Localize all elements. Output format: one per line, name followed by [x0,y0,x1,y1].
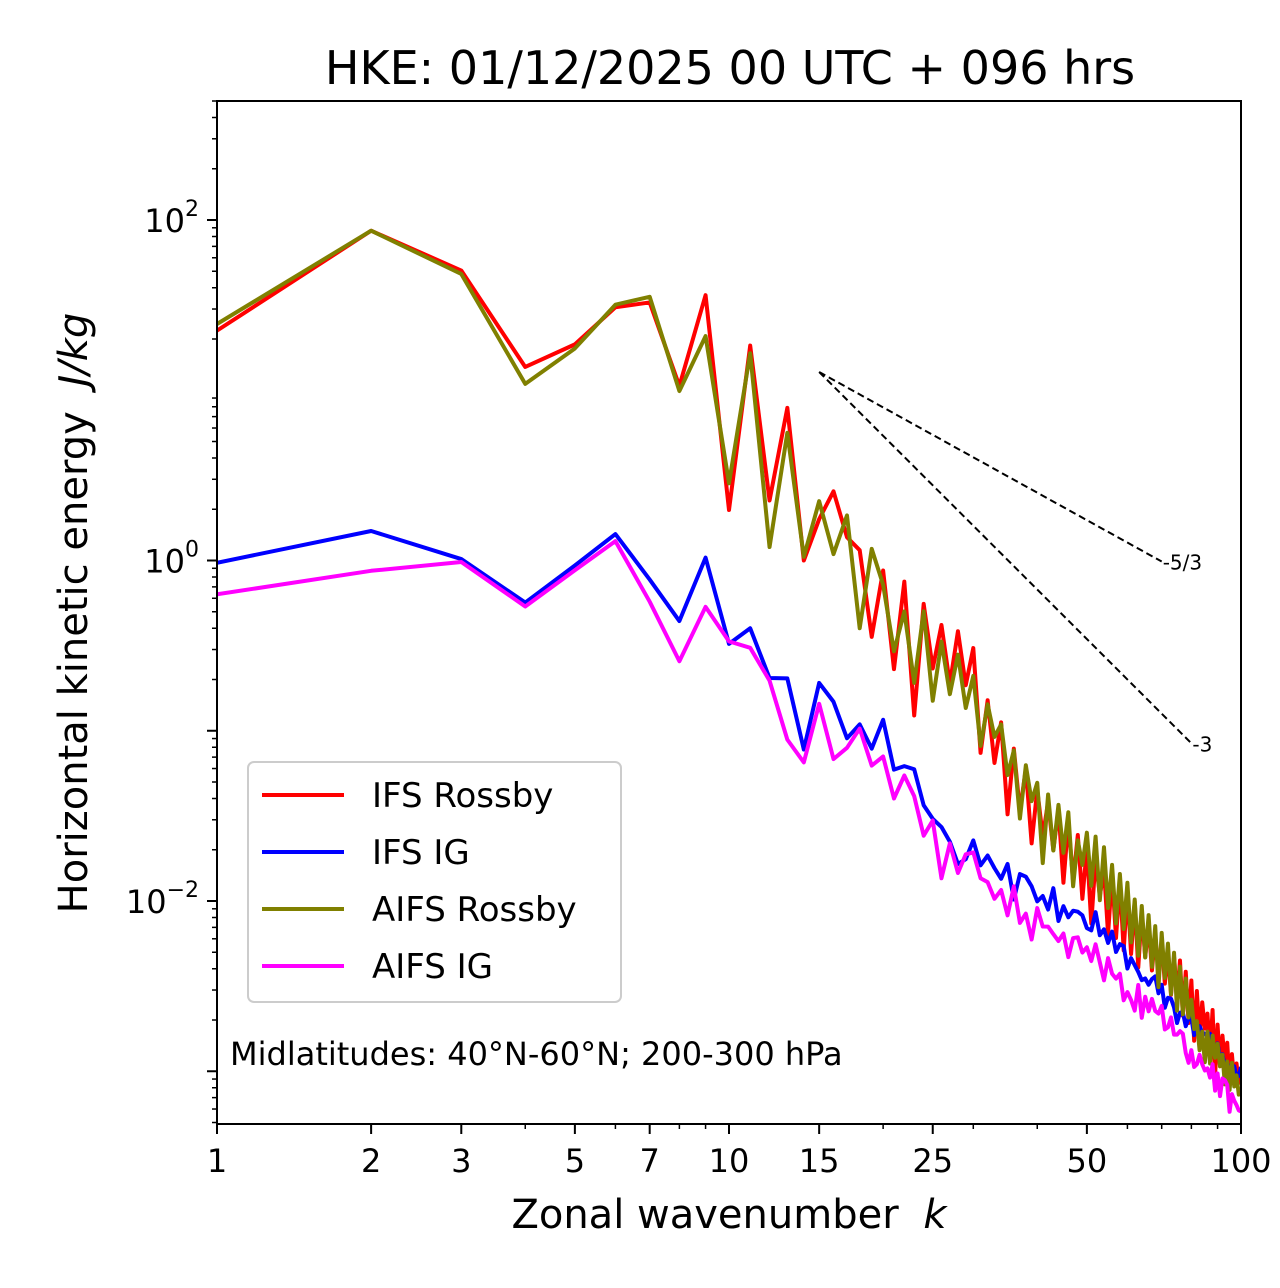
y-axis: 102 100 10−2 [126,100,217,1124]
series-line-aifs-rossby [217,228,1241,1097]
x-tick-label: 15 [799,1142,840,1180]
y-tick-label: 10−2 [126,878,199,921]
legend-box [247,761,622,1003]
legend-label-aifs-ig: AIFS IG [372,947,493,987]
series-line-aifs-ig [217,539,1241,1114]
legend-label-ifs-ig: IFS IG [372,833,470,873]
reference-slope-label-2: -3 [1192,732,1212,756]
x-tick-label: 2 [361,1142,381,1180]
reference-slopes: -5/3 -3 [818,371,1212,756]
x-axis-label-variable: k [923,1192,948,1238]
x-tick-label: 5 [565,1142,585,1180]
reference-slope-label-1: -5/3 [1163,551,1202,575]
y-tick-label: 100 [144,538,199,581]
chart-title: HKE: 01/12/2025 00 UTC + 096 hrs [325,41,1135,95]
legend: IFS Rossby IFS IG AIFS Rossby AIFS IG [247,761,622,1003]
x-tick-label: 7 [640,1142,660,1180]
x-tick-label: 25 [912,1142,953,1180]
series-line-ifs-ig [217,529,1241,1080]
legend-label-aifs-rossby: AIFS Rossby [372,890,577,930]
x-tick-label: 50 [1067,1142,1108,1180]
y-tick-label: 102 [144,197,199,240]
region-annotation: Midlatitudes: 40°N-60°N; 200-300 hPa [230,1035,843,1073]
y-axis-label: Horizontal kinetic energy J/kg [51,313,97,914]
x-axis-label-text: Zonal wavenumber [511,1192,899,1238]
x-axis-label: Zonal wavenumber k [511,1192,948,1238]
series-layer [217,228,1241,1114]
x-tick-label: 3 [451,1142,471,1180]
series-line-ifs-rossby [217,228,1241,1086]
y-axis-label-text: Horizontal kinetic energy [51,411,97,913]
legend-label-ifs-rossby: IFS Rossby [372,776,553,816]
x-tick-label: 10 [709,1142,750,1180]
x-tick-label: 1 [207,1142,227,1180]
x-axis: 1 2 3 5 7 10 15 25 50 100 [207,1124,1272,1180]
y-axis-label-units: J/kg [51,313,97,394]
x-tick-label: 100 [1210,1142,1271,1180]
